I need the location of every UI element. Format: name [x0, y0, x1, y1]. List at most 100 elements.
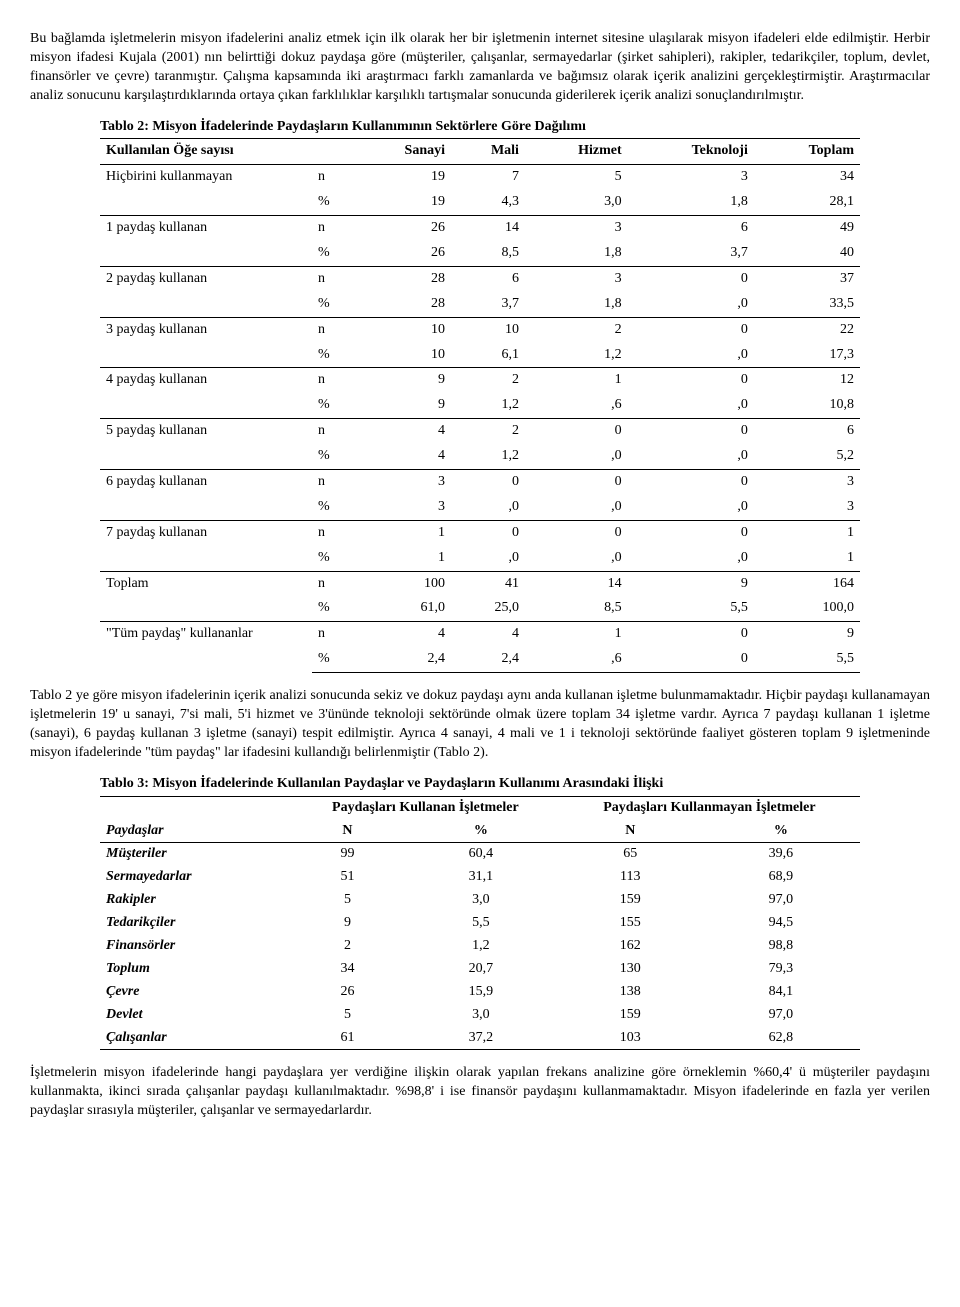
table-3-cell: 103	[559, 1027, 702, 1050]
table-2-cell: 1	[525, 368, 628, 393]
table-2-cell: 6	[754, 419, 860, 444]
table-2-cell: 8,5	[525, 596, 628, 621]
table-2-cell: 17,3	[754, 343, 860, 368]
table-3-cell: 65	[559, 843, 702, 866]
table-2-row-type-pct: %	[312, 393, 354, 418]
table-2-cell: 100	[354, 571, 451, 596]
table-2-row-label: 1 paydaş kullanan	[100, 216, 312, 267]
table-2-cell: 3	[754, 495, 860, 520]
table-3-col-p2: %	[702, 820, 860, 843]
table-2-cell: 37	[754, 266, 860, 291]
table-2-cell: 4	[354, 444, 451, 469]
paragraph-3: İşletmelerin misyon ifadelerinde hangi p…	[30, 1064, 930, 1121]
table-3-cell: 98,8	[702, 935, 860, 958]
table-2-cell: 5,5	[628, 596, 754, 621]
table-2-cell: 1,8	[628, 190, 754, 215]
table-2-cell: 2,4	[451, 647, 525, 672]
table-2-row-label: 4 paydaş kullanan	[100, 368, 312, 419]
table-2: Kullanılan Öğe sayısı Sanayi Mali Hizmet…	[100, 138, 860, 673]
table-2-cell: 2,4	[354, 647, 451, 672]
table-3-container: Tablo 3: Misyon İfadelerinde Kullanılan …	[100, 775, 860, 1051]
table-2-row-type-pct: %	[312, 647, 354, 672]
table-row: Müşteriler9960,46539,6	[100, 843, 860, 866]
table-3-row-label: Müşteriler	[100, 843, 292, 866]
table-2-cell: 0	[628, 368, 754, 393]
table-2-cell: 6	[451, 266, 525, 291]
table-2-cell: ,0	[628, 292, 754, 317]
table-2-cell: 19	[354, 190, 451, 215]
table-3-cell: 113	[559, 866, 702, 889]
table-3-row-label: Tedarikçiler	[100, 912, 292, 935]
table-2-row-type-n: n	[312, 165, 354, 190]
table-3-cell: 1,2	[403, 935, 559, 958]
table-2-cell: 0	[525, 470, 628, 495]
table-3-cell: 61	[292, 1027, 403, 1050]
table-2-cell: 3	[628, 165, 754, 190]
table-2-cell: 0	[628, 317, 754, 342]
table-2-cell: 1,8	[525, 292, 628, 317]
table-2-cell: 9	[628, 571, 754, 596]
table-2-cell: 6,1	[451, 343, 525, 368]
table-3-cell: 97,0	[702, 1004, 860, 1027]
table-2-row-type-pct: %	[312, 546, 354, 571]
table-3-cell: 159	[559, 889, 702, 912]
table-row: Devlet53,015997,0	[100, 1004, 860, 1027]
table-2-cell: ,0	[628, 495, 754, 520]
table-2-cell: 9	[754, 622, 860, 647]
table-2-cell: 0	[628, 520, 754, 545]
table-2-cell: ,0	[628, 546, 754, 571]
table-2-cell: 10	[354, 343, 451, 368]
table-2-cell: 0	[628, 647, 754, 672]
table-2-header-hizmet: Hizmet	[525, 139, 628, 165]
table-2-cell: ,6	[525, 393, 628, 418]
table-2-cell: 61,0	[354, 596, 451, 621]
table-2-cell: 1	[354, 520, 451, 545]
table-2-cell: 3,7	[451, 292, 525, 317]
table-row: "Tüm paydaş" kullananlarn44109	[100, 622, 860, 647]
table-2-cell: 0	[628, 419, 754, 444]
table-3-group-using: Paydaşları Kullanan İşletmeler	[292, 796, 559, 819]
table-2-cell: 41	[451, 571, 525, 596]
table-3-cell: 15,9	[403, 981, 559, 1004]
table-3-cell: 34	[292, 958, 403, 981]
table-2-row-type-n: n	[312, 520, 354, 545]
table-2-cell: 28,1	[754, 190, 860, 215]
table-2-cell: 14	[525, 571, 628, 596]
table-2-row-type-pct: %	[312, 241, 354, 266]
table-2-cell: 12	[754, 368, 860, 393]
table-2-cell: 4	[451, 622, 525, 647]
table-2-cell: 3	[354, 495, 451, 520]
table-row: 7 paydaş kullanann10001	[100, 520, 860, 545]
table-2-header-teknoloji: Teknoloji	[628, 139, 754, 165]
table-3-cell: 26	[292, 981, 403, 1004]
table-2-row-type-pct: %	[312, 292, 354, 317]
table-2-cell: 10	[354, 317, 451, 342]
table-row: 4 paydaş kullanann921012	[100, 368, 860, 393]
table-2-cell: ,0	[525, 444, 628, 469]
table-2-header-label: Kullanılan Öğe sayısı	[100, 139, 354, 165]
table-3-cell: 5	[292, 1004, 403, 1027]
table-3-cell: 20,7	[403, 958, 559, 981]
table-2-cell: 40	[754, 241, 860, 266]
table-2-cell: 9	[354, 393, 451, 418]
table-2-cell: 9	[354, 368, 451, 393]
table-2-cell: 1,2	[451, 444, 525, 469]
table-2-container: Tablo 2: Misyon İfadelerinde Paydaşların…	[100, 118, 860, 674]
table-2-cell: 3,7	[628, 241, 754, 266]
table-2-cell: 14	[451, 216, 525, 241]
table-2-row-type-n: n	[312, 571, 354, 596]
table-2-row-type-n: n	[312, 470, 354, 495]
table-row: Tedarikçiler95,515594,5	[100, 912, 860, 935]
table-2-cell: 1,2	[525, 343, 628, 368]
table-2-cell: 164	[754, 571, 860, 596]
table-2-cell: 33,5	[754, 292, 860, 317]
table-3-cell: 155	[559, 912, 702, 935]
table-2-cell: 1	[525, 622, 628, 647]
table-3-row-label: Sermayedarlar	[100, 866, 292, 889]
table-2-row-label: 7 paydaş kullanan	[100, 520, 312, 571]
table-2-cell: 22	[754, 317, 860, 342]
table-2-cell: 34	[754, 165, 860, 190]
table-2-cell: 3	[754, 470, 860, 495]
table-2-row-type-n: n	[312, 368, 354, 393]
table-row: Çevre2615,913884,1	[100, 981, 860, 1004]
